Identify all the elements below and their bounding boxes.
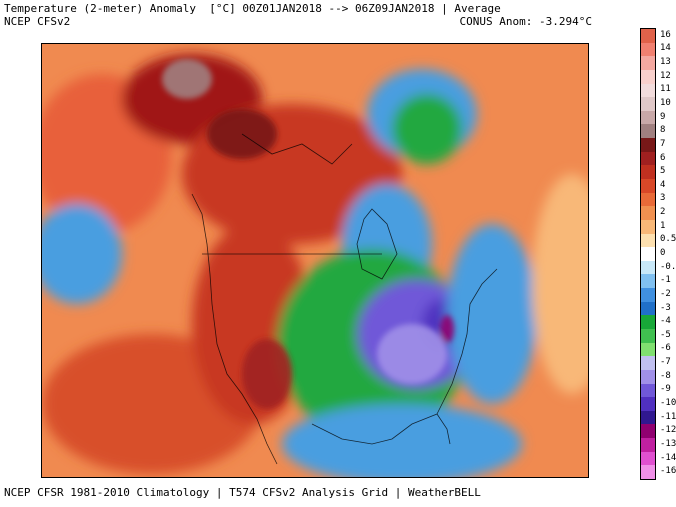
colorbar-label: -13	[660, 438, 676, 449]
colorbar-swatch	[641, 288, 655, 303]
colorbar-swatch	[641, 56, 655, 71]
conus-anomaly-label: CONUS Anom: -3.294°C	[459, 15, 592, 28]
mideast-very-cold	[377, 324, 447, 384]
carolina-extreme	[440, 315, 454, 343]
colorbar-label: 14	[660, 43, 671, 54]
colorbar-swatch	[641, 369, 655, 385]
colorbar-label: -16	[660, 466, 676, 477]
anomaly-map	[41, 43, 589, 478]
colorbar-swatch	[641, 165, 655, 180]
colorbar-label: 0.5	[660, 234, 676, 245]
colorbar-label: 11	[660, 84, 671, 95]
colorbar-label: 4	[660, 179, 666, 190]
colorbar-swatch	[641, 83, 655, 98]
colorbar-swatch	[641, 247, 655, 262]
colorbar-label: -5	[660, 329, 671, 340]
colorbar-swatch	[641, 124, 655, 139]
colorbar-swatch	[641, 29, 655, 44]
colorbar-label: 2	[660, 207, 666, 218]
arctic-coastline	[241, 133, 353, 165]
colorbar-swatch	[641, 383, 655, 398]
colorbar-label: 0	[660, 248, 666, 258]
colorbar-swatch	[641, 329, 655, 344]
colorbar-label: -14	[660, 452, 676, 463]
colorbar-label: 7	[660, 138, 666, 149]
gulf-coastline	[311, 413, 451, 445]
colorbar-label: -11	[660, 411, 676, 422]
colorbar-label: 8	[660, 125, 666, 136]
anomaly-details	[162, 59, 454, 409]
atlantic-coastline	[436, 268, 498, 415]
colorbar-label: -12	[660, 425, 676, 436]
colorbar-swatch	[641, 192, 655, 207]
colorbar-label: 3	[660, 193, 666, 204]
colorbar-label: 12	[660, 70, 671, 81]
colorbar-label: 5	[660, 166, 666, 177]
alaska-extreme	[162, 59, 212, 99]
colorbar-swatch	[641, 151, 655, 166]
colorbar-swatch	[641, 465, 655, 480]
colorbar-label: -8	[660, 370, 671, 381]
footer-credits: NCEP CFSR 1981-2010 Climatology | T574 C…	[4, 486, 481, 499]
colorbar-swatch	[641, 233, 655, 248]
colorbar-label: -4	[660, 316, 671, 327]
colorbar-swatch	[641, 315, 655, 330]
colorbar-label: -6	[660, 343, 671, 354]
colorbar-swatch	[641, 301, 655, 316]
hudson-bay	[356, 208, 398, 280]
colorbar-swatch	[641, 451, 655, 466]
colorbar-label: -2	[660, 288, 671, 299]
colorbar-label: 13	[660, 57, 671, 68]
colorbar-swatch	[641, 438, 655, 453]
colorbar-swatch	[641, 397, 655, 412]
model-label: NCEP CFSv2	[4, 15, 71, 28]
colorbar-swatch	[641, 219, 655, 235]
colorbar-label: 9	[660, 111, 666, 122]
coastlines	[191, 133, 498, 465]
gulf-cool	[282, 404, 522, 477]
colorbar-label: -9	[660, 384, 671, 395]
colorbar-swatch	[641, 69, 655, 85]
colorbar-swatch	[641, 260, 655, 275]
greenland-cold	[392, 94, 462, 164]
colorbar-label: -1	[660, 275, 671, 286]
colorbar-swatch	[641, 410, 655, 425]
pacific-coastline	[191, 193, 278, 465]
colorbar-label: -3	[660, 302, 671, 313]
colorbar-swatch	[641, 179, 655, 194]
pacific-cool-patch	[42, 204, 122, 304]
southwest-hot	[242, 339, 292, 409]
atlantic-cool	[447, 224, 537, 404]
colorbar-swatch	[641, 356, 655, 371]
colorbar-swatch	[641, 110, 655, 125]
colorbar-swatch	[641, 424, 655, 439]
colorbar-label: -0.5	[660, 261, 676, 272]
colorbar-swatch	[641, 206, 655, 221]
colorbar	[640, 28, 656, 480]
colorbar-swatch	[641, 274, 655, 289]
colorbar-swatch	[641, 342, 655, 357]
colorbar-label: 6	[660, 152, 666, 163]
colorbar-swatch	[641, 97, 655, 112]
atlantic-mild	[532, 174, 588, 394]
colorbar-swatch	[641, 138, 655, 153]
map-title: Temperature (2-meter) Anomaly [°C] 00Z01…	[4, 2, 501, 15]
colorbar-swatch	[641, 42, 655, 57]
colorbar-label: -10	[660, 398, 676, 408]
colorbar-label: 10	[660, 98, 671, 108]
colorbar-label: -7	[660, 357, 671, 368]
colorbar-label: 16	[660, 29, 671, 40]
anomaly-map-graphic	[42, 44, 588, 477]
colorbar-label: 1	[660, 220, 666, 231]
